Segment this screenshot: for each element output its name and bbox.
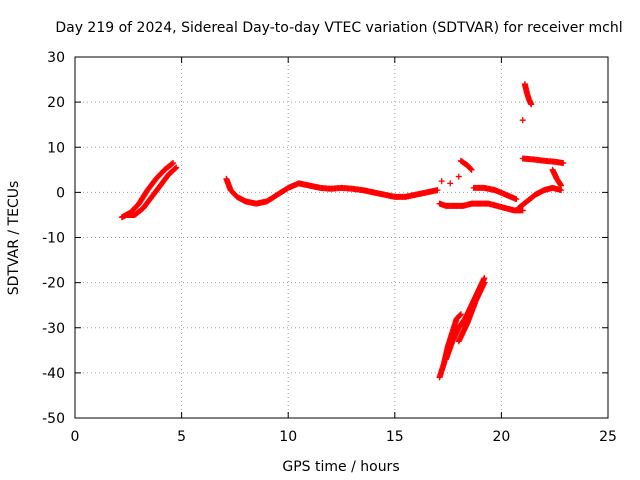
ticks: 0 5 10 15 20 25 -50 -40 -30 -20 -10 0 10 20 30 xyxy=(42,50,617,445)
y-tick-label: -20 xyxy=(42,276,65,292)
data-point xyxy=(519,117,526,124)
data-point xyxy=(513,196,520,203)
y-tick-label: -30 xyxy=(42,321,65,337)
data-points xyxy=(118,81,567,381)
data-point xyxy=(560,160,567,167)
x-tick-label: 25 xyxy=(599,429,617,445)
chart-title: Day 219 of 2024, Sidereal Day-to-day VTE… xyxy=(55,20,622,36)
data-point xyxy=(468,166,475,173)
x-tick-label: 10 xyxy=(279,429,297,445)
data-point xyxy=(457,311,464,318)
data-point xyxy=(528,101,535,108)
plot-frame xyxy=(74,56,609,419)
y-axis-label: SDTVAR / TECUs xyxy=(6,181,22,296)
y-tick-label: 10 xyxy=(47,140,65,156)
data-point xyxy=(434,187,441,194)
data-point xyxy=(170,160,177,167)
data-point xyxy=(481,279,488,286)
data-point xyxy=(457,311,464,318)
data-point xyxy=(519,207,526,214)
x-tick-label: 20 xyxy=(492,429,510,445)
data-point xyxy=(447,180,454,187)
y-tick-label: -50 xyxy=(42,411,65,427)
x-tick-label: 15 xyxy=(386,429,404,445)
data-point xyxy=(172,165,179,172)
data-point xyxy=(455,173,462,180)
data-point xyxy=(169,160,176,167)
x-tick-label: 0 xyxy=(71,429,80,445)
x-tick-label: 5 xyxy=(177,429,186,445)
data-point xyxy=(467,166,474,173)
y-tick-label: 20 xyxy=(47,95,65,111)
y-tick-label: 0 xyxy=(56,185,65,201)
data-point xyxy=(173,164,180,171)
y-tick-label: -40 xyxy=(42,366,65,382)
x-axis-label: GPS time / hours xyxy=(282,459,399,475)
data-point xyxy=(438,178,445,185)
data-point xyxy=(558,182,565,189)
y-tick-label: 30 xyxy=(47,50,65,66)
y-tick-label: -10 xyxy=(42,231,65,247)
grid xyxy=(75,57,608,418)
